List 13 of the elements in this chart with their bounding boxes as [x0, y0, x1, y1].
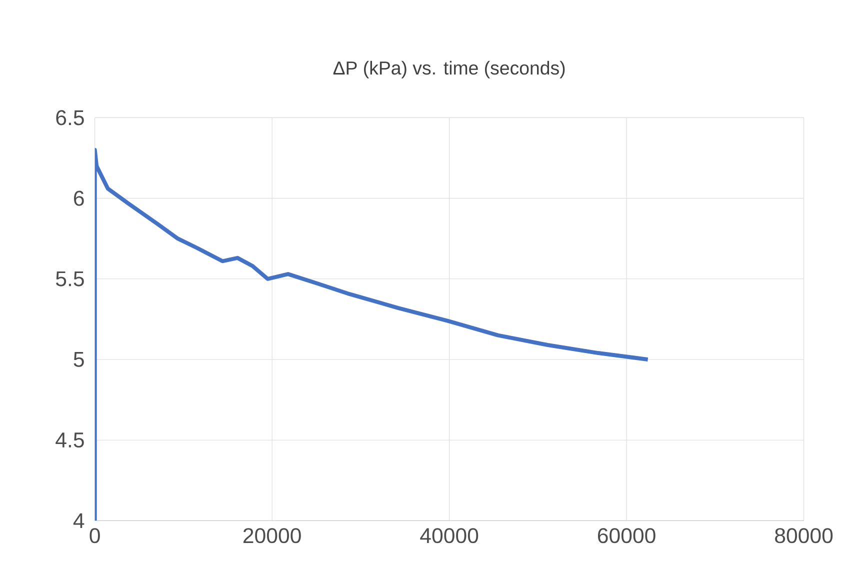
y-tick-label: 6: [74, 190, 84, 206]
y-tick-label: 6.5: [56, 110, 84, 126]
x-tick-label: 80000: [775, 528, 833, 544]
y-tick-label: 4.5: [56, 432, 84, 448]
y-tick-label: 5: [74, 352, 84, 367]
x-tick-label: 0: [90, 528, 100, 544]
x-tick-label: 20000: [243, 528, 301, 544]
x-tick-label: 40000: [420, 528, 478, 544]
y-tick-label: 4: [73, 513, 84, 528]
x-tick-label: 60000: [598, 528, 656, 544]
line-series: [94, 148, 650, 521]
y-tick-label: 5.5: [56, 271, 84, 286]
chart-title: ΔP (kPa) vs. time (seconds): [333, 60, 565, 78]
